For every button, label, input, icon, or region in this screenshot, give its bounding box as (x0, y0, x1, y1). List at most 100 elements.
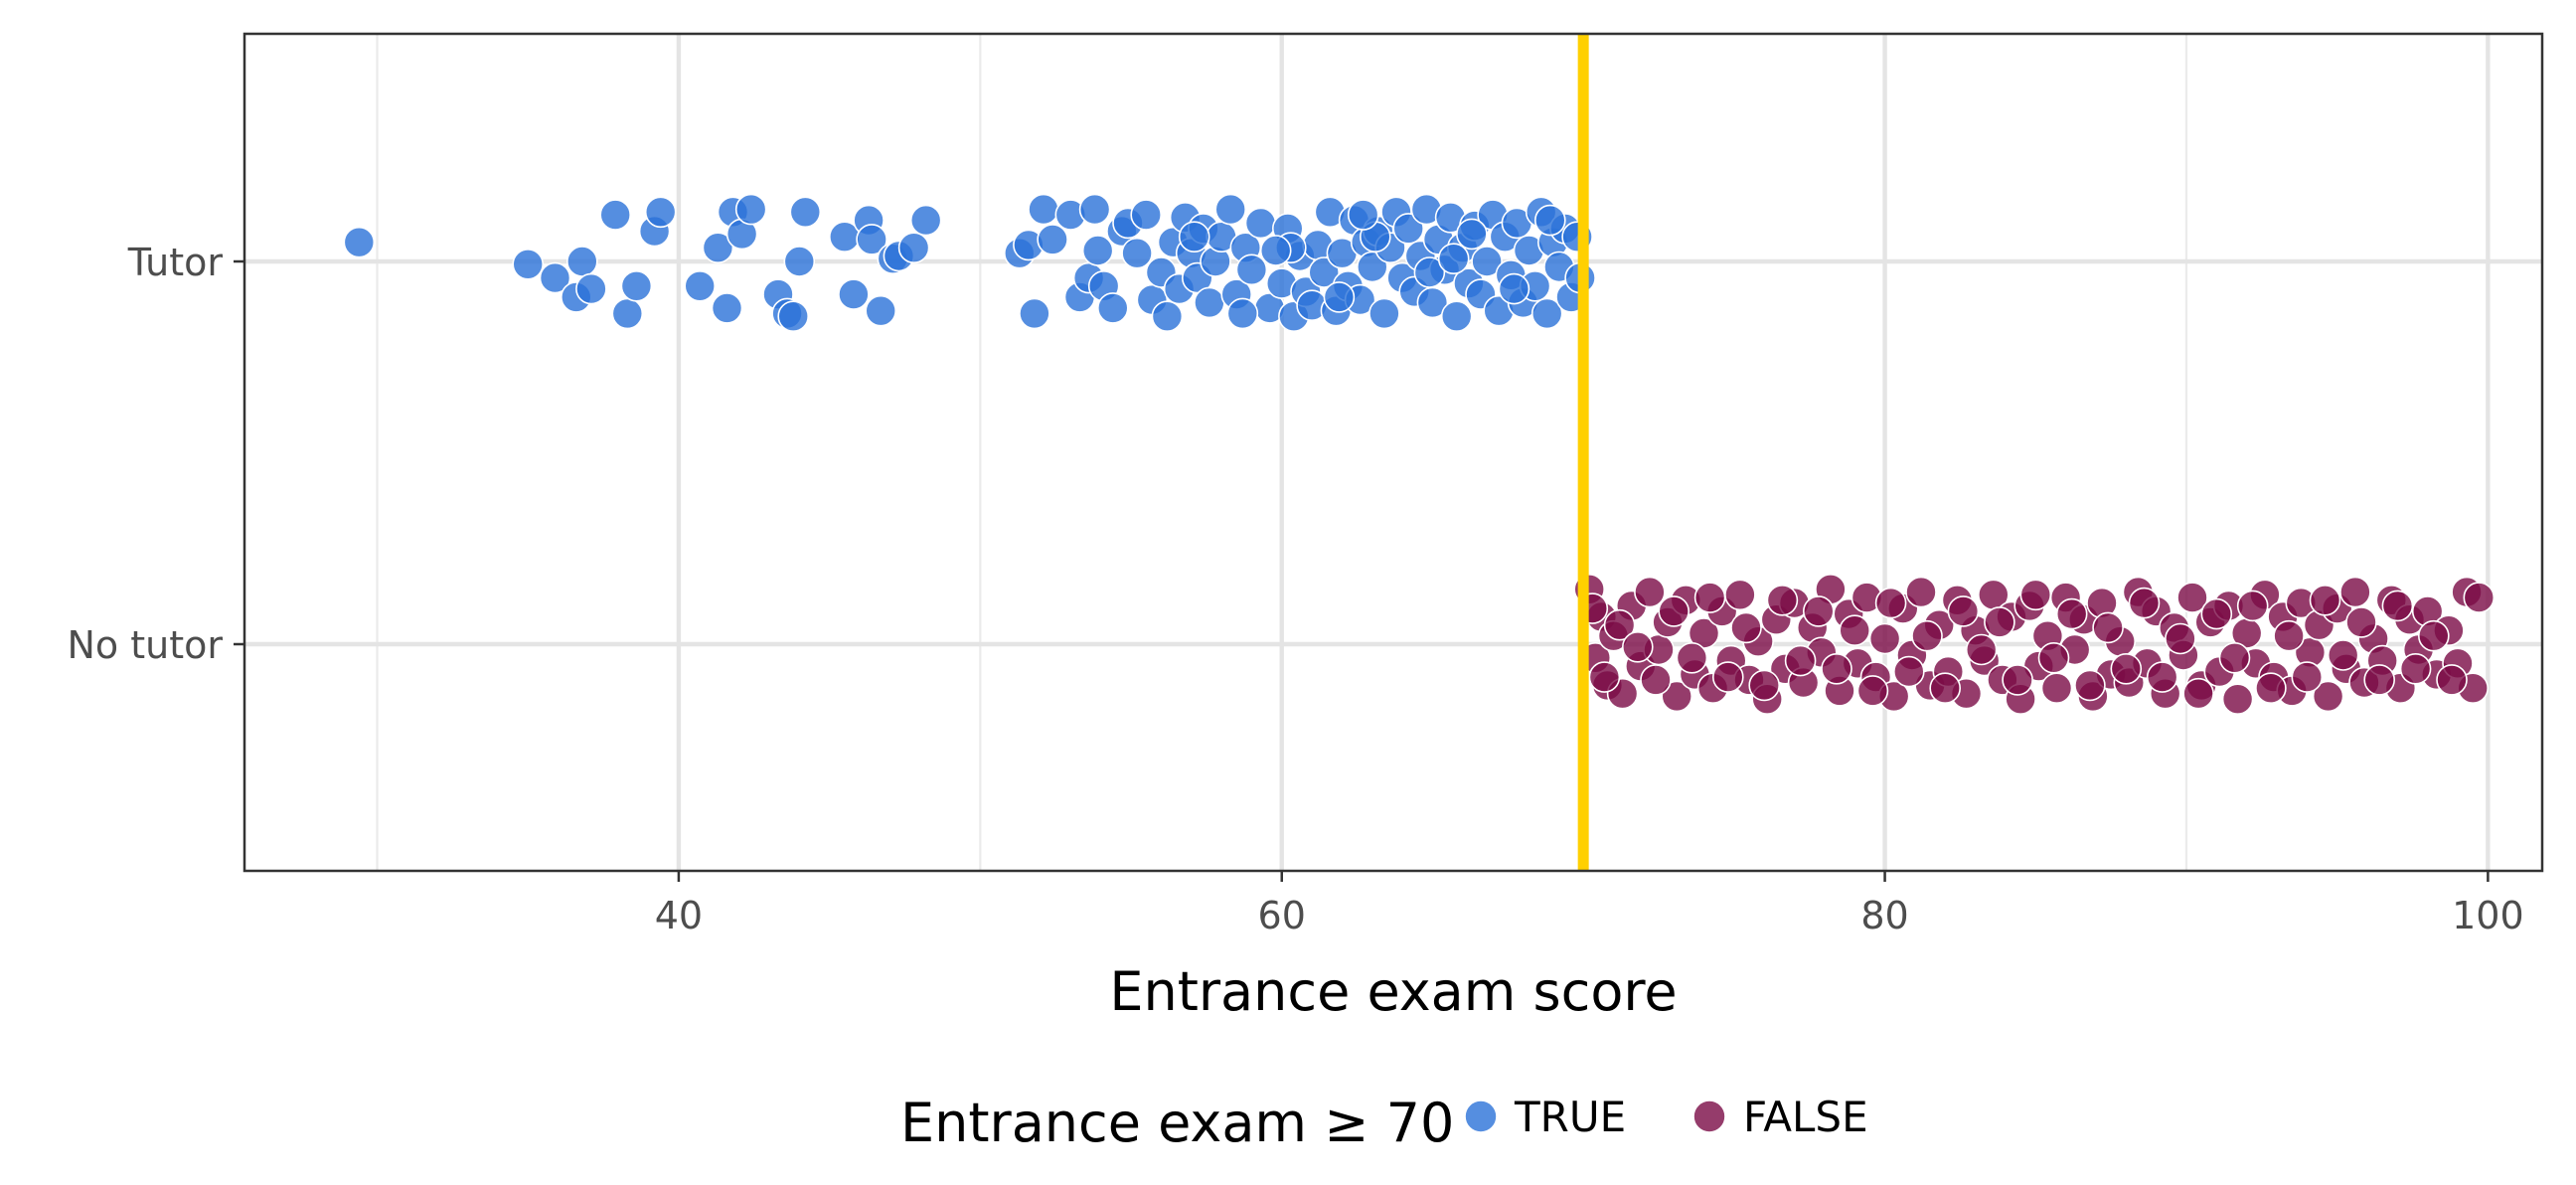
data-point (702, 232, 734, 263)
data-point (1839, 614, 1870, 647)
data-point (1634, 576, 1666, 608)
data-point (2312, 680, 2344, 713)
data-point (1693, 582, 1726, 613)
axis-layer: 40 60 80 100 Tutor No tutor (67, 241, 2523, 937)
data-point (1965, 633, 1998, 666)
x-tick-label: 40 (655, 894, 703, 937)
data-point (1874, 587, 1907, 619)
data-point (1440, 300, 1473, 333)
data-point (734, 193, 767, 226)
data-point (2040, 672, 2073, 705)
data-point (2363, 664, 2395, 696)
data-point (2463, 582, 2496, 613)
data-point (2176, 582, 2208, 613)
data-point (1194, 286, 1225, 319)
data-point (1588, 661, 1621, 693)
data-point (1226, 297, 1259, 330)
data-point (1712, 661, 1744, 693)
legend-label-true: TRUE (1514, 1093, 1626, 1141)
data-point (2273, 619, 2305, 652)
x-tick-label: 100 (2452, 894, 2524, 937)
x-tick-label: 60 (1258, 894, 1306, 937)
data-point (2221, 683, 2254, 716)
data-point (1456, 218, 1488, 251)
data-point (777, 300, 810, 333)
data-point (2399, 652, 2432, 685)
data-point (2218, 641, 2251, 674)
data-point (1028, 193, 1059, 226)
data-point (1676, 641, 1708, 674)
data-point (2055, 597, 2088, 630)
data-point (1178, 221, 1210, 253)
y-tick-label: No tutor (67, 623, 223, 667)
data-point (2074, 669, 2106, 702)
data-point (2381, 590, 2414, 622)
data-point (1893, 655, 1925, 688)
data-point (1724, 579, 1756, 611)
data-point (1603, 608, 1636, 641)
data-point (1019, 297, 1050, 330)
data-point (599, 199, 632, 231)
y-tick-label: Tutor (127, 241, 224, 284)
data-point (565, 246, 598, 277)
data-point (1437, 243, 1470, 275)
data-point (2309, 584, 2341, 616)
data-point (684, 269, 717, 302)
legend-label-false: FALSE (1743, 1093, 1868, 1141)
data-point (1821, 652, 1852, 685)
data-point (1368, 297, 1400, 330)
data-point (1037, 224, 1068, 255)
data-point (1323, 281, 1356, 313)
data-point (2110, 652, 2143, 685)
data-point (575, 272, 607, 305)
data-point (1244, 207, 1277, 240)
data-point (1130, 199, 1162, 231)
data-point (2019, 579, 2052, 611)
data-point (2345, 606, 2377, 638)
legend: Entrance exam ≥ 70 TRUE FALSE (900, 1092, 1868, 1154)
data-point (2327, 639, 2359, 671)
points-layer (343, 193, 2496, 716)
data-point (1868, 622, 1901, 655)
data-point (1784, 644, 1817, 677)
data-point (2236, 590, 2269, 622)
data-point (1471, 246, 1503, 277)
data-point (2436, 664, 2468, 696)
legend-key-true (1464, 1100, 1498, 1133)
data-point (2037, 641, 2070, 674)
data-point (512, 248, 545, 280)
plot-panel-background (244, 34, 2542, 871)
data-point (1078, 193, 1111, 226)
data-point (1661, 680, 1692, 713)
data-point (1640, 664, 1672, 696)
data-point (1235, 254, 1268, 286)
data-point (2128, 587, 2161, 619)
data-point (1498, 272, 1530, 305)
x-axis-title: Entrance exam score (1109, 960, 1677, 1023)
data-point (1803, 595, 1835, 627)
data-point (897, 232, 930, 263)
data-point (1658, 595, 1690, 627)
data-point (856, 224, 887, 255)
data-point (789, 196, 822, 229)
data-point (1121, 237, 1153, 269)
data-point (2182, 677, 2214, 710)
data-point (1413, 256, 1446, 288)
data-point (1622, 630, 1654, 663)
data-point (343, 226, 376, 258)
data-point (539, 261, 571, 294)
data-point (1530, 297, 1563, 330)
x-tick-label: 80 (1860, 894, 1908, 937)
data-point (1856, 675, 1889, 707)
data-point (1081, 235, 1114, 266)
data-point (1748, 669, 1780, 702)
data-point (2002, 664, 2033, 696)
data-point (1984, 606, 2015, 638)
data-point (1730, 611, 1762, 644)
data-point (611, 297, 644, 330)
data-point (711, 292, 743, 324)
data-point (1392, 213, 1424, 245)
data-point (1259, 235, 1292, 266)
